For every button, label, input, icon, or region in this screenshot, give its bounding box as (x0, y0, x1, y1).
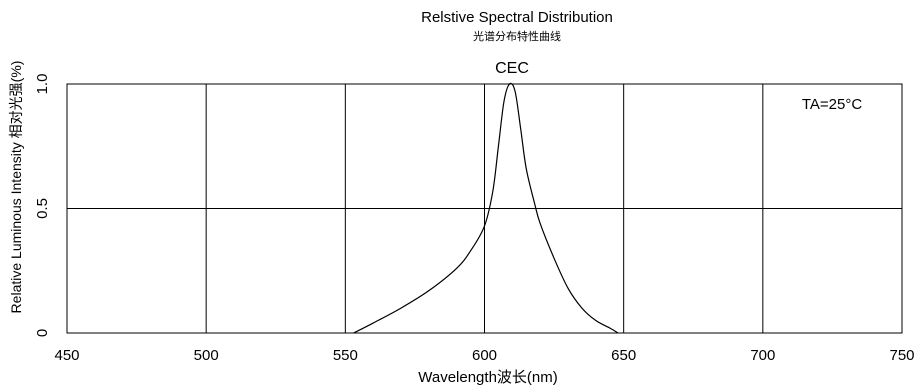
chart-title: Relstive Spectral Distribution (421, 9, 613, 26)
x-tick-label: 450 (54, 347, 79, 364)
chart-subtitle: 光谱分布特性曲线 (473, 29, 561, 43)
axes (66, 83, 903, 334)
x-tick-label: 650 (611, 347, 636, 364)
x-tick-labels: 450 500 550 600 650 700 750 (54, 347, 914, 364)
x-tick-label: 750 (889, 347, 914, 364)
y-tick-labels: 0 0.5 1.0 (34, 74, 51, 338)
series-group (353, 82, 619, 334)
y-tick-label: 1.0 (34, 74, 51, 95)
cec-label: CEC (495, 60, 529, 77)
plot-frame (66, 83, 903, 334)
temperature-annotation: TA=25°C (802, 96, 862, 113)
grid (67, 84, 902, 333)
spectral-curve (353, 82, 619, 334)
y-tick-label: 0.5 (34, 198, 51, 219)
x-tick-label: 550 (333, 347, 358, 364)
x-axis-label: Wavelength波长(nm) (418, 369, 557, 386)
x-tick-label: 600 (472, 347, 497, 364)
x-tick-label: 700 (750, 347, 775, 364)
y-axis-label: Relative Luminous Intensity 相对光强(%) (8, 61, 24, 314)
y-tick-label: 0 (34, 329, 51, 337)
x-tick-label: 500 (194, 347, 219, 364)
